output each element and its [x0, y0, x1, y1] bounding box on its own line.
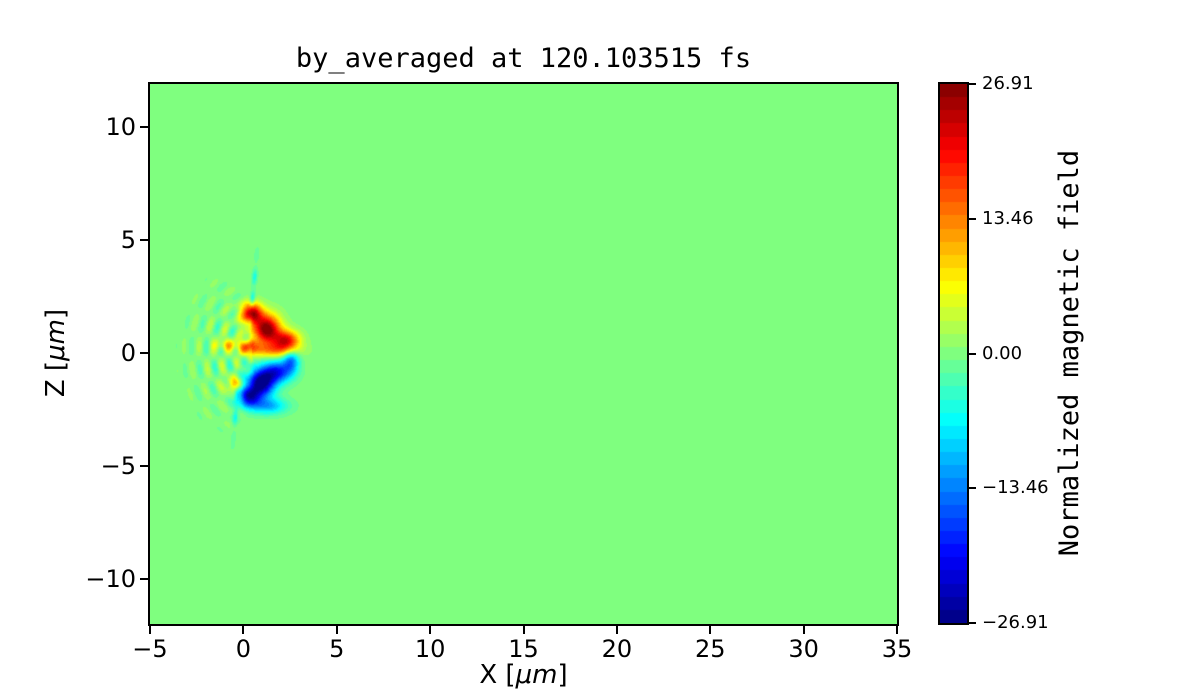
colorbar-tick-mark	[969, 83, 976, 85]
y-tick-label: 0	[120, 338, 136, 367]
y-tick-mark	[140, 464, 148, 467]
x-tick-mark	[709, 626, 712, 634]
x-axis-label: X [μm]	[150, 660, 897, 690]
colorbar	[938, 82, 969, 625]
colorbar-tick-label: 26.91	[982, 73, 1034, 94]
x-tick-label: 0	[235, 635, 252, 663]
x-tick-mark	[615, 626, 618, 634]
heatmap-canvas	[150, 84, 897, 624]
x-tick-mark	[429, 626, 432, 634]
colorbar-tick-mark	[969, 217, 976, 220]
colorbar-canvas	[940, 84, 967, 623]
colorbar-tick-mark	[969, 487, 976, 490]
x-tick-mark	[896, 626, 898, 634]
x-axis-label-pre: X [	[479, 660, 516, 690]
x-tick-label: 20	[601, 635, 633, 663]
x-tick-mark	[242, 626, 245, 634]
x-tick-label: 10	[414, 635, 446, 663]
x-tick-label: 25	[694, 635, 726, 663]
colorbar-tick-label: 13.46	[982, 207, 1034, 229]
x-tick-label: 30	[788, 635, 819, 663]
x-tick-mark	[149, 626, 151, 634]
y-tick-label: −10	[85, 564, 136, 593]
colorbar-tick-label: −13.46	[982, 477, 1049, 499]
colorbar-tick-mark	[969, 352, 976, 355]
x-tick-label: 15	[508, 635, 539, 663]
x-tick-label: 5	[329, 635, 345, 663]
y-tick-mark	[140, 238, 148, 241]
y-tick-mark	[140, 125, 148, 128]
chart-title: by_averaged at 120.103515 fs	[295, 43, 752, 74]
x-axis-label-post: ]	[557, 660, 568, 690]
x-tick-mark	[335, 626, 338, 634]
x-tick-label: −5	[132, 635, 168, 663]
colorbar-tick-mark	[969, 622, 976, 624]
x-axis-label-unit: μm	[515, 660, 558, 690]
x-tick-mark	[802, 626, 805, 634]
y-tick-mark	[140, 351, 148, 354]
x-tick-label: 35	[881, 635, 913, 663]
x-tick-mark	[522, 626, 525, 634]
y-tick-label: −5	[100, 451, 136, 480]
y-axis-label-pre: Z [	[41, 360, 71, 398]
colorbar-label: Normalized magnetic field	[1054, 149, 1085, 557]
y-tick-label: 10	[105, 112, 136, 141]
colorbar-tick-label: 0.00	[982, 342, 1023, 364]
y-axis-label-post: ]	[41, 308, 71, 320]
y-tick-mark	[140, 577, 148, 580]
y-tick-label: 5	[120, 225, 136, 254]
plot-area	[148, 82, 899, 626]
colorbar-tick-label: −26.91	[982, 612, 1049, 633]
